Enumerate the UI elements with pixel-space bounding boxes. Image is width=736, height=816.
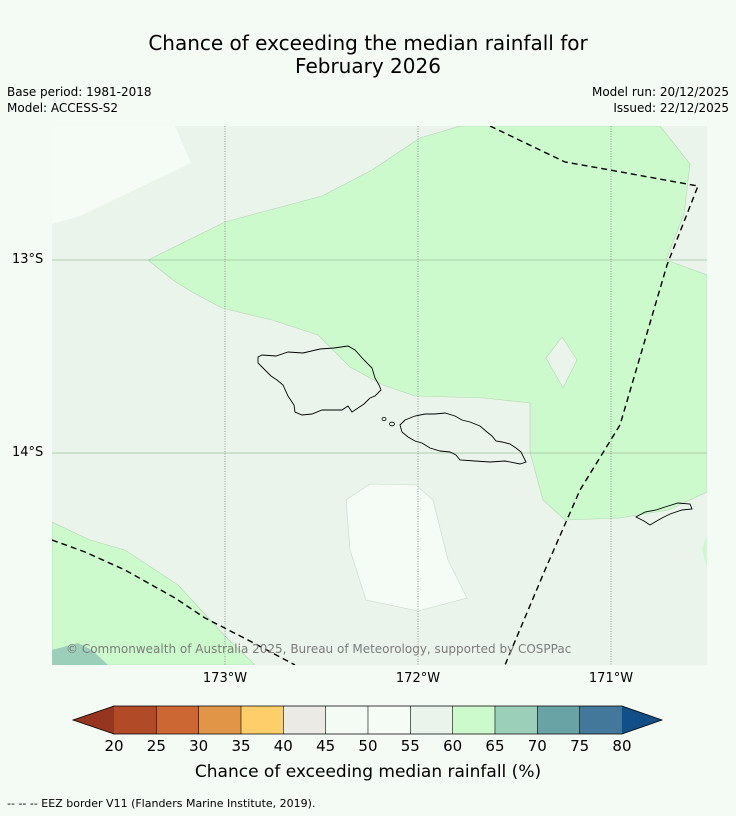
colorbar-extend-high	[621, 706, 662, 734]
colorbar-cell-25-30	[156, 706, 200, 734]
copyright-notice: © Commonwealth of Australia 2025, Bureau…	[66, 642, 571, 656]
band-50-55-northwest	[52, 126, 191, 224]
colorbar-tick-label-55: 55	[400, 737, 420, 755]
island-upolu	[399, 412, 527, 465]
lon-label-173w: 173°W	[202, 671, 248, 686]
eez-border-east	[489, 126, 699, 665]
colorbar-cell-60-65	[452, 706, 496, 734]
colorbar-cell-45-50	[325, 706, 369, 734]
island-tutuila	[635, 502, 693, 526]
colorbar-cell-65-70	[494, 706, 538, 734]
base-period: Base period: 1981-2018	[7, 85, 152, 99]
colorbar-cell-35-40	[240, 706, 284, 734]
band-60-65-north	[147, 126, 707, 521]
island-apolima	[381, 416, 387, 421]
colorbar-title: Chance of exceeding median rainfall (%)	[194, 762, 542, 782]
colorbar-cell-70-75	[537, 706, 581, 734]
colorbar-cell-75-80	[579, 706, 623, 734]
map-area: © Commonwealth of Australia 2025, Bureau…	[52, 126, 707, 665]
eez-footnote: -- -- -- EEZ border V11 (Flanders Marine…	[7, 797, 316, 810]
colorbar-cell-30-35	[198, 706, 242, 734]
chart-title-line2: February 2026	[295, 54, 441, 78]
colorbar-tick-label-35: 35	[231, 737, 251, 755]
island-savaii	[257, 345, 382, 416]
band-65-70-southwest	[52, 643, 108, 665]
colorbar-cell-55-60	[410, 706, 454, 734]
band-60-65-southwest	[52, 521, 256, 665]
lon-label-171w: 171°W	[588, 671, 634, 686]
colorbar-tick-label-40: 40	[273, 737, 293, 755]
meta-right: Model run: 20/12/2025 Issued: 22/12/2025	[592, 84, 729, 116]
colorbar-tick-label-60: 60	[443, 737, 463, 755]
colorbar-tick-label-45: 45	[316, 737, 336, 755]
eez-border-southwest	[52, 539, 296, 665]
colorbar-cell-50-55	[367, 706, 411, 734]
colorbar-tick-label-80: 80	[612, 737, 632, 755]
lat-label-14s: 14°S	[12, 445, 44, 460]
lat-label-13s: 13°S	[12, 252, 44, 267]
issued-date: Issued: 22/12/2025	[613, 101, 729, 115]
model-name: Model: ACCESS-S2	[7, 101, 119, 115]
chart-title: Chance of exceeding the median rainfall …	[0, 32, 736, 78]
colorbar-extend-low	[73, 706, 114, 734]
colorbar-tick-label-30: 30	[189, 737, 209, 755]
colorbar-tick-label-70: 70	[527, 737, 547, 755]
colorbar	[71, 705, 664, 735]
colorbar-tick-label-25: 25	[146, 737, 166, 755]
lon-label-172w: 172°W	[395, 671, 441, 686]
chart-title-line1: Chance of exceeding the median rainfall …	[148, 31, 588, 55]
meta-left: Base period: 1981-2018 Model: ACCESS-S2	[7, 84, 152, 116]
colorbar-cell-40-45	[283, 706, 327, 734]
colorbar-tick-label-20: 20	[104, 737, 124, 755]
colorbar-cell-20-25	[114, 706, 157, 734]
island-manono	[389, 421, 395, 427]
band-55-60-diamond	[545, 336, 578, 389]
band-50-55-south	[345, 483, 468, 612]
band-60-65-east-sliver	[702, 535, 707, 568]
colorbar-outline	[71, 705, 664, 735]
model-run: Model run: 20/12/2025	[591, 85, 729, 99]
colorbar-tick-label-50: 50	[358, 737, 378, 755]
colorbar-tick-label-65: 65	[485, 737, 505, 755]
colorbar-tick-label-75: 75	[570, 737, 590, 755]
